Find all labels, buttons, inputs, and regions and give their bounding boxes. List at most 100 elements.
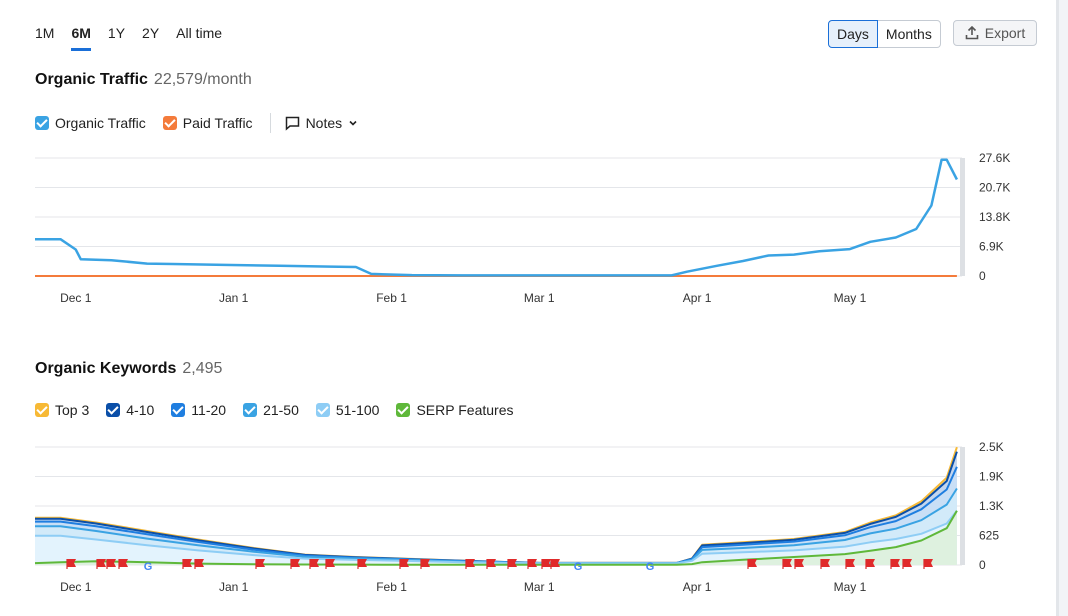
flag-shape	[466, 559, 475, 567]
y-tick-label: 27.6K	[979, 151, 1010, 165]
date-range-tabs: 1M 6M 1Y 2Y All time	[35, 24, 239, 51]
traffic-legend: Organic Traffic Paid Traffic Notes	[35, 113, 358, 133]
google-icon: G	[574, 561, 583, 573]
flag-shape	[256, 559, 265, 567]
scroll-handle	[960, 158, 965, 276]
flag-icon	[66, 559, 76, 569]
x-tick-label: Apr 1	[683, 580, 712, 594]
google-icon: G	[144, 561, 153, 573]
scroll-handle	[960, 447, 965, 565]
legend-paid-traffic[interactable]: Paid Traffic	[162, 115, 253, 131]
flag-shape	[119, 559, 128, 567]
export-button[interactable]: Export	[953, 20, 1037, 46]
flag-shape	[748, 559, 757, 567]
scrollbar-track[interactable]	[1056, 0, 1059, 616]
comment-icon	[285, 116, 299, 131]
legend-21-50-label: 21-50	[263, 402, 299, 418]
days-button[interactable]: Days	[828, 20, 878, 48]
flag-shape	[310, 559, 319, 567]
flag-shape	[358, 559, 367, 567]
flag-shape	[846, 559, 855, 567]
legend-serp-features[interactable]: SERP Features	[396, 402, 513, 418]
flag-shape	[421, 559, 430, 567]
flag-icon	[106, 559, 116, 569]
x-tick-label: Dec 1	[60, 291, 92, 305]
flag-icon	[96, 559, 106, 569]
range-tab-all-time[interactable]: All time	[176, 25, 223, 41]
x-tick-label: Feb 1	[376, 580, 407, 594]
checkbox-icon	[162, 116, 177, 130]
x-tick-label: Jan 1	[219, 580, 249, 594]
flag-shape	[508, 559, 517, 567]
y-tick-label: 0	[979, 269, 986, 283]
flag-icon	[890, 559, 900, 569]
range-tab-1y[interactable]: 1Y	[107, 25, 126, 41]
range-tab-1m[interactable]: 1M	[35, 25, 55, 41]
flag-icon	[255, 559, 265, 569]
months-button[interactable]: Months	[877, 20, 941, 48]
checkbox-icon	[106, 403, 121, 417]
flag-icon	[550, 559, 560, 569]
flag-shape	[97, 559, 106, 567]
flag-icon	[820, 559, 830, 569]
range-tab-6m[interactable]: 6M	[71, 24, 91, 51]
legend-4-10[interactable]: 4-10	[106, 402, 154, 418]
flag-shape	[542, 559, 551, 567]
checkbox-icon	[35, 403, 49, 417]
y-tick-label: 1.3K	[979, 499, 1004, 513]
x-tick-label: Mar 1	[524, 291, 555, 305]
x-tick-label: Feb 1	[376, 291, 407, 305]
x-tick-label: May 1	[834, 291, 867, 305]
x-tick-label: Dec 1	[60, 580, 92, 594]
flag-icon	[923, 559, 933, 569]
notes-label: Notes	[305, 115, 343, 131]
keywords-title: Organic Keywords 2,495	[35, 360, 222, 378]
legend-4-10-label: 4-10	[126, 402, 155, 418]
flag-shape	[783, 559, 792, 567]
flag-icon	[747, 559, 757, 569]
range-tab-2y[interactable]: 2Y	[142, 25, 160, 41]
flag-icon	[507, 559, 517, 569]
legend-organic-traffic-label: Organic Traffic	[55, 115, 146, 131]
flag-icon	[782, 559, 792, 569]
flag-icon	[290, 559, 300, 569]
checkbox-icon	[396, 403, 411, 417]
flag-shape	[891, 559, 900, 567]
flag-shape	[528, 559, 537, 567]
export-label: Export	[984, 25, 1026, 41]
flag-shape	[903, 559, 912, 567]
upload-icon	[965, 26, 979, 40]
line-organic-traffic	[35, 158, 959, 277]
legend-51-100[interactable]: 51-100	[315, 402, 379, 418]
checkbox-icon	[243, 403, 258, 417]
line-51-100	[35, 510, 958, 565]
flag-icon	[794, 559, 804, 569]
organic-traffic-chart: 0 6.9K 13.8K 20.7K 27.6K Dec 1 Jan 1 Feb 1 Mar 1…	[35, 151, 1010, 305]
notes-dropdown[interactable]: Notes	[285, 115, 359, 131]
legend-top-3[interactable]: Top 3	[35, 402, 89, 418]
flag-icon	[845, 559, 855, 569]
flag-shape	[821, 559, 830, 567]
y-tick-label: 625	[979, 529, 999, 543]
flag-icon	[309, 559, 319, 569]
flag-shape	[183, 559, 192, 567]
line-serp-features	[34, 510, 958, 566]
legend-divider	[269, 113, 271, 133]
legend-11-20[interactable]: 11-20	[171, 402, 226, 418]
legend-paid-traffic-label: Paid Traffic	[182, 115, 253, 131]
flag-icon	[399, 559, 409, 569]
legend-organic-traffic[interactable]: Organic Traffic	[35, 115, 146, 131]
legend-21-50[interactable]: 21-50	[243, 402, 299, 418]
flag-shape	[326, 559, 335, 567]
flag-shape	[400, 559, 409, 567]
flag-shape	[866, 559, 875, 567]
legend-top-3-label: Top 3	[55, 402, 90, 418]
flag-icon	[541, 559, 551, 569]
legend-11-20-label: 11-20	[191, 402, 227, 418]
flag-icon	[902, 559, 912, 569]
flag-icon	[357, 559, 367, 569]
y-tick-label: 1.9K	[979, 470, 1004, 484]
y-tick-label: 20.7K	[979, 181, 1010, 195]
x-tick-label: Mar 1	[524, 580, 555, 594]
